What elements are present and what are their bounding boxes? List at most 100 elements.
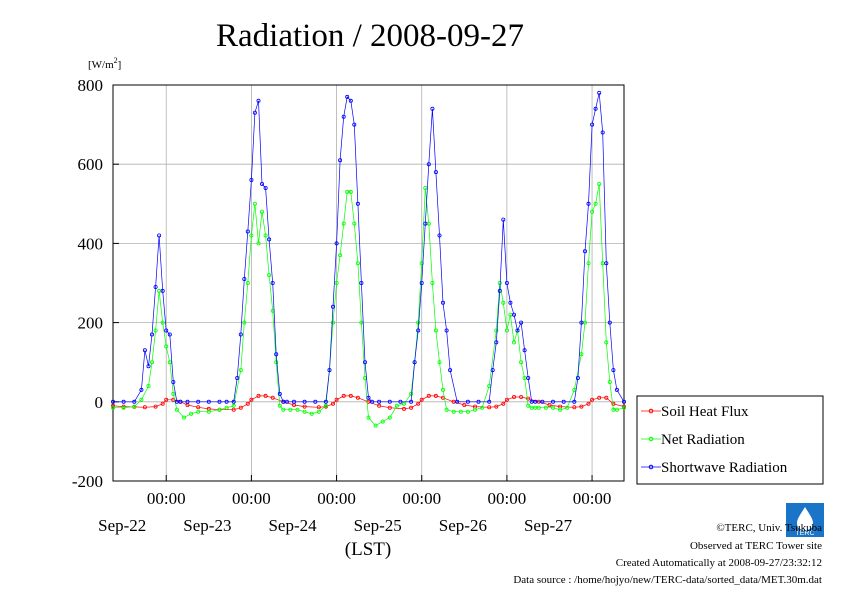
net-radiation-point	[189, 411, 194, 416]
shortwave-radiation-point	[330, 304, 335, 309]
shortwave-radiation-point	[508, 300, 513, 305]
shortwave-radiation-point	[142, 348, 147, 353]
soil-heat-flux-point	[416, 401, 421, 406]
soil-heat-flux-point	[604, 395, 609, 400]
x-tick-date: Sep-27	[524, 516, 573, 535]
shortwave-radiation-point	[274, 352, 279, 357]
net-radiation-point	[536, 405, 541, 410]
net-radiation-point	[519, 360, 524, 365]
soil-heat-flux-point	[153, 404, 158, 409]
shortwave-radiation-point	[185, 399, 190, 404]
shortwave-radiation-point	[245, 229, 250, 234]
shortwave-radiation-point	[419, 280, 424, 285]
net-radiation-point	[323, 403, 328, 408]
shortwave-radiation-point	[533, 399, 538, 404]
net-radiation-point	[607, 379, 612, 384]
net-radiation-point	[242, 320, 247, 325]
net-radiation-point	[256, 241, 261, 246]
net-radiation-point	[394, 403, 399, 408]
shortwave-radiation-point	[440, 300, 445, 305]
net-radiation-point	[153, 328, 158, 333]
soil-heat-flux-point	[401, 406, 406, 411]
shortwave-radiation-point	[167, 332, 172, 337]
net-radiation-point	[437, 360, 442, 365]
legend-net-marker	[648, 436, 654, 442]
shortwave-radiation-point	[455, 399, 460, 404]
shortwave-radiation-point	[423, 221, 428, 226]
net-radiation-point	[440, 387, 445, 392]
shortwave-radiation-point	[259, 181, 264, 186]
net-radiation-point	[160, 320, 165, 325]
shortwave-radiation-point	[501, 217, 506, 222]
credit-observed: Observed at TERC Tower site	[690, 540, 822, 552]
series-layer	[111, 90, 627, 428]
y-tick-label: 800	[78, 76, 104, 95]
shortwave-radiation-point	[526, 375, 531, 380]
net-radiation-point	[433, 328, 438, 333]
shortwave-radiation-point	[412, 360, 417, 365]
x-tick-date: Sep-24	[268, 516, 317, 535]
soil-heat-flux-point	[341, 393, 346, 398]
shortwave-radiation-point	[252, 110, 257, 115]
net-radiation-point	[401, 401, 406, 406]
shortwave-radiation-point	[348, 98, 353, 103]
shortwave-radiation-point	[178, 399, 183, 404]
net-radiation-point	[480, 405, 485, 410]
shortwave-radiation-point	[430, 106, 435, 111]
shortwave-radiation-point	[494, 340, 499, 345]
net-radiation-point	[366, 415, 371, 420]
net-radiation-point	[274, 360, 279, 365]
net-radiation-point	[174, 407, 179, 412]
net-radiation-point	[430, 280, 435, 285]
shortwave-radiation-point	[359, 280, 364, 285]
shortwave-radiation-point	[476, 399, 481, 404]
shortwave-radiation-point	[338, 158, 343, 163]
net-radiation-point	[465, 409, 470, 414]
shortwave-radiation-point	[409, 399, 414, 404]
y-tick-label: -200	[72, 472, 103, 491]
net-radiation-point	[348, 189, 353, 194]
soil-heat-flux-point	[572, 405, 577, 410]
x-axis-ticks: 00:00Sep-2200:00Sep-2300:00Sep-2400:00Se…	[98, 475, 611, 535]
net-radiation-point	[196, 409, 201, 414]
shortwave-radiation-point	[231, 399, 236, 404]
net-radiation-point	[146, 383, 151, 388]
net-radiation-point	[111, 405, 116, 410]
shortwave-radiation-point	[551, 399, 556, 404]
shortwave-radiation-point	[433, 170, 438, 175]
net-radiation-point	[267, 273, 272, 278]
shortwave-radiation-point	[614, 387, 619, 392]
x-tick-date: Sep-26	[439, 516, 487, 535]
x-tick-date: Sep-25	[354, 516, 402, 535]
shortwave-radiation-point	[267, 237, 272, 242]
y-axis-label: [W/m2]	[88, 56, 121, 71]
shortwave-radiation-point	[504, 280, 509, 285]
shortwave-radiation-point	[437, 233, 442, 238]
soil-heat-flux-point	[579, 404, 584, 409]
shortwave-radiation-point	[362, 360, 367, 365]
credit-copyright: ©TERC, Univ. Tsukuba	[716, 522, 822, 534]
shortwave-radiation-point	[366, 395, 371, 400]
shortwave-radiation-point	[448, 368, 453, 373]
y-tick-label: 400	[78, 234, 104, 253]
shortwave-radiation-point	[497, 288, 502, 293]
shortwave-radiation-point	[196, 399, 201, 404]
shortwave-radiation-point	[600, 130, 605, 135]
soil-heat-flux-point	[270, 395, 275, 400]
net-radiation-point	[181, 415, 186, 420]
net-radiation-point	[472, 407, 477, 412]
soil-heat-flux-point	[355, 395, 360, 400]
net-radiation-point	[249, 233, 254, 238]
net-radiation-point	[171, 391, 176, 396]
soil-heat-flux-point	[501, 401, 506, 406]
shortwave-radiation-point	[522, 348, 527, 353]
soil-heat-flux-point	[426, 393, 431, 398]
x-tick-time: 00:00	[573, 489, 612, 508]
y-tick-label: 0	[95, 393, 104, 412]
shortwave-radiation-point	[487, 399, 492, 404]
net-radiation-point	[259, 209, 264, 214]
plot-frame	[112, 84, 625, 482]
legend-shortwave-radiation: Shortwave Radiation	[661, 460, 788, 476]
net-radiation-point	[597, 181, 602, 186]
